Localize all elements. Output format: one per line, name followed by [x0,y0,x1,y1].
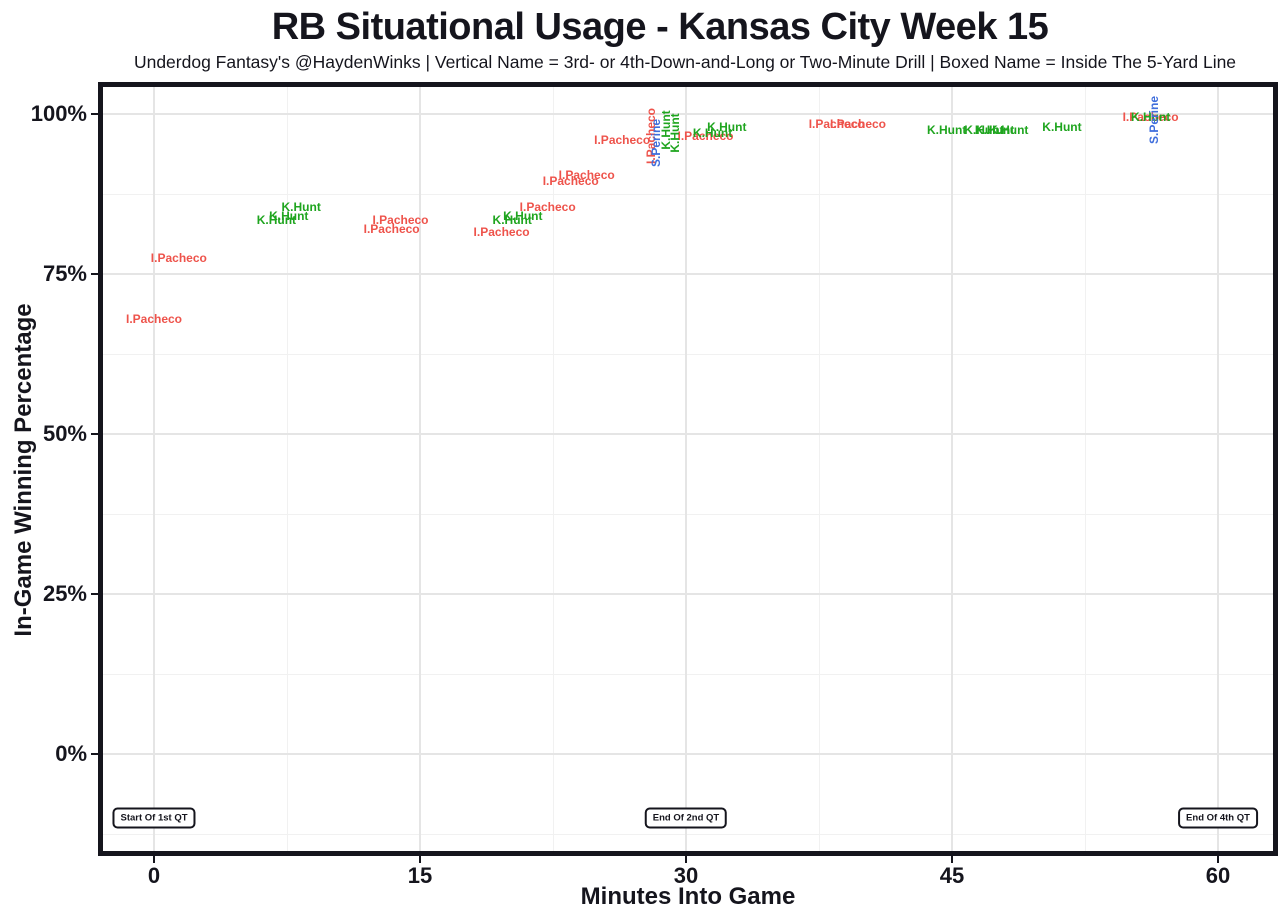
y-tick-mark [91,273,98,275]
player-label: K.Hunt [256,212,297,227]
y-tick-mark [91,113,98,115]
x-tick-label: 60 [1205,863,1231,888]
gridline-major-h [103,593,1273,595]
player-label: K.Hunt [492,212,532,227]
player-label: I.Pacheco [363,222,420,237]
x-tick-mark [153,856,155,863]
x-tick-mark [1216,856,1219,863]
player-label: K.Hunt [503,209,543,224]
chart-title: RB Situational Usage - Kansas City Week … [271,6,1049,48]
plot-panel: I.Pacheco I.Pacheco I.Pacheco I.Pacheco I.Pa… [98,82,1278,856]
y-tick-label: 100% [30,101,87,126]
player-label: I.Pacheco [125,311,183,326]
player-label: K.Hunt [269,209,309,224]
player-label: K.Hunt [927,123,967,137]
player-label: I.Pacheco [829,116,887,131]
gridline-minor-h [103,194,1273,195]
player-label: K.Hunt [964,123,1004,137]
x-tick-label: 0 [147,863,161,888]
x-axis-label: Minutes Into Game [580,883,796,910]
gridline-major-v [153,87,155,851]
x-tick-label: 45 [939,863,965,888]
player-label: K.Hunt [1130,110,1171,125]
y-tick-label: 25% [42,581,87,606]
x-tick-mark [684,856,687,863]
qt-annotation: End Of 2nd QT [644,807,728,829]
gridline-major-h [103,113,1273,115]
gridline-major-h [103,753,1273,755]
gridline-major-v [1216,87,1219,851]
player-label: I.Pacheco [558,167,615,182]
gridline-minor-h [103,354,1273,355]
gridline-minor-h [103,674,1273,675]
x-tick-mark [418,856,421,863]
y-tick-label: 50% [42,421,87,446]
y-tick-mark [91,593,98,595]
y-tick-label: 0% [55,741,87,766]
gridline-major-v [950,87,953,851]
player-label: I.Pacheco [473,225,530,240]
x-tick-label: 15 [407,863,433,888]
player-label: I.Pacheco [677,129,734,144]
gridline-major-v [684,87,687,851]
player-label: I.Pacheco [1122,110,1179,125]
y-tick-label: 75% [42,261,87,286]
chart-subtitle: Underdog Fantasy's @HaydenWinks | Vertic… [133,52,1237,72]
player-label: K.Hunt [974,123,1015,137]
player-label: K.Hunt [989,123,1029,137]
y-tick-mark [91,433,98,435]
player-label: S.Perine [1147,96,1162,145]
player-label: I.Pacheco [594,132,651,147]
gridline-minor-v [552,87,554,851]
player-label: I.Pacheco [542,174,599,189]
qt-annotation: Start Of 1st QT [112,807,196,829]
player-label: K.Hunt [707,119,747,134]
x-tick-mark [950,856,953,863]
player-label: I.Pacheco [808,116,865,131]
player-label: I.Pacheco [150,251,207,265]
gridline-minor-h [103,834,1273,835]
gridline-minor-v [818,87,820,851]
player-label: I.Pacheco [519,199,576,214]
qt-annotation: End Of 4th QT [1178,807,1258,829]
player-label: S.Perine [648,118,663,167]
gridline-minor-v [1084,87,1086,851]
player-label: K.Hunt [668,113,683,153]
x-tick-label: 30 [673,863,699,888]
gridline-major-h [103,433,1273,435]
player-label: K.Hunt [281,199,321,214]
gridline-major-h [103,273,1273,275]
gridline-minor-v [286,87,288,851]
player-label: K.Hunt [1042,119,1082,134]
y-tick-mark [91,753,98,755]
player-label: I.Pacheco [372,212,429,227]
player-label: K.Hunt [692,126,733,141]
gridline-minor-h [103,514,1273,515]
gridline-major-v [418,87,421,851]
